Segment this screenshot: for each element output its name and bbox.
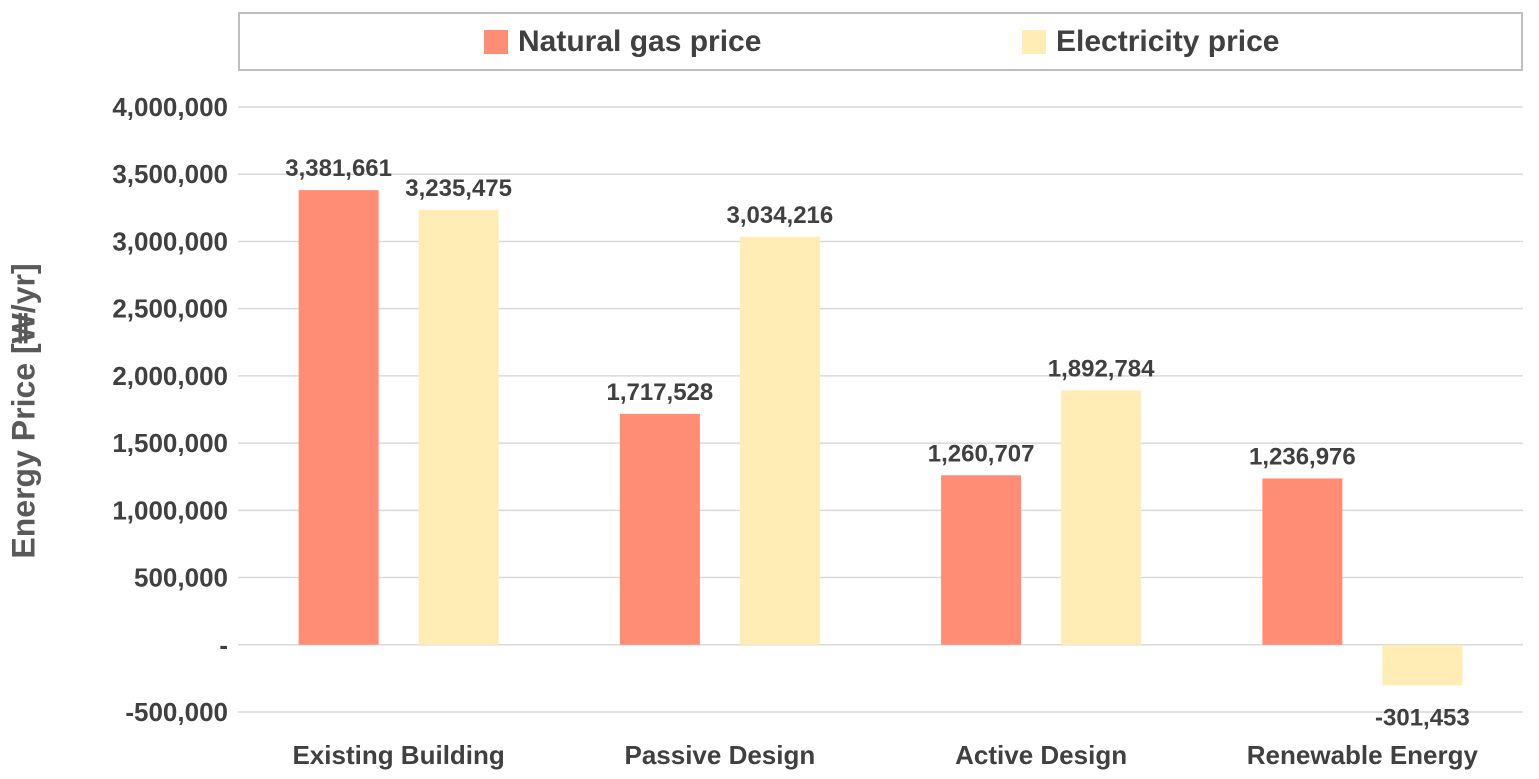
data-label: -301,453 [1375,704,1470,731]
data-label: 3,034,216 [726,202,833,229]
legend-item-electricity[interactable]: Electricity price [1022,25,1279,59]
bar-natural-gas [298,190,379,645]
x-tick-label: Renewable Energy [1247,740,1479,770]
y-tick-label: 3,500,000 [112,159,228,189]
y-tick-label: 500,000 [134,563,228,593]
data-label: 1,717,528 [606,379,713,406]
y-tick-label: - [219,630,228,660]
y-tick-label: 1,500,000 [112,428,228,458]
y-axis-title: Energy Price [₩/yr] [5,263,42,559]
y-axis-tick-labels: -500,000-500,0001,000,0001,500,0002,000,… [112,92,228,727]
legend-swatch-natural-gas [484,30,508,54]
y-tick-label: -500,000 [125,697,228,727]
y-tick-label: 2,000,000 [112,361,228,391]
legend-label-natural-gas: Natural gas price [518,25,762,58]
x-tick-label: Active Design [955,740,1127,770]
bar-natural-gas [941,475,1022,645]
legend: Natural gas price Electricity price [238,12,1523,71]
x-axis-tick-labels: Existing Building Passive Design Active De… [292,740,1478,770]
data-labels: 3,381,661 3,235,475 1,717,528 3,034,216 1,26… [285,155,1470,731]
x-tick-label: Existing Building [292,740,504,770]
y-tick-label: 1,000,000 [112,495,228,525]
bar-natural-gas [619,413,700,645]
data-label: 1,892,784 [1048,355,1155,382]
bar-electricity [1061,390,1142,645]
y-tick-label: 2,500,000 [112,294,228,324]
legend-item-natural-gas[interactable]: Natural gas price [484,25,761,59]
bar-electricity [1382,644,1463,686]
data-label: 3,235,475 [405,175,512,202]
data-label: 1,260,707 [928,440,1035,467]
legend-swatch-electricity [1022,30,1046,54]
bar-electricity [739,236,820,645]
data-label: 1,236,976 [1249,443,1356,470]
bar-natural-gas [1262,478,1343,645]
x-tick-label: Passive Design [624,740,815,770]
y-tick-label: 3,000,000 [112,226,228,256]
y-tick-label: 4,000,000 [112,92,228,122]
data-label: 3,381,661 [285,155,392,182]
legend-label-electricity: Electricity price [1056,25,1280,58]
bars [298,190,1463,686]
bar-electricity [418,209,499,645]
